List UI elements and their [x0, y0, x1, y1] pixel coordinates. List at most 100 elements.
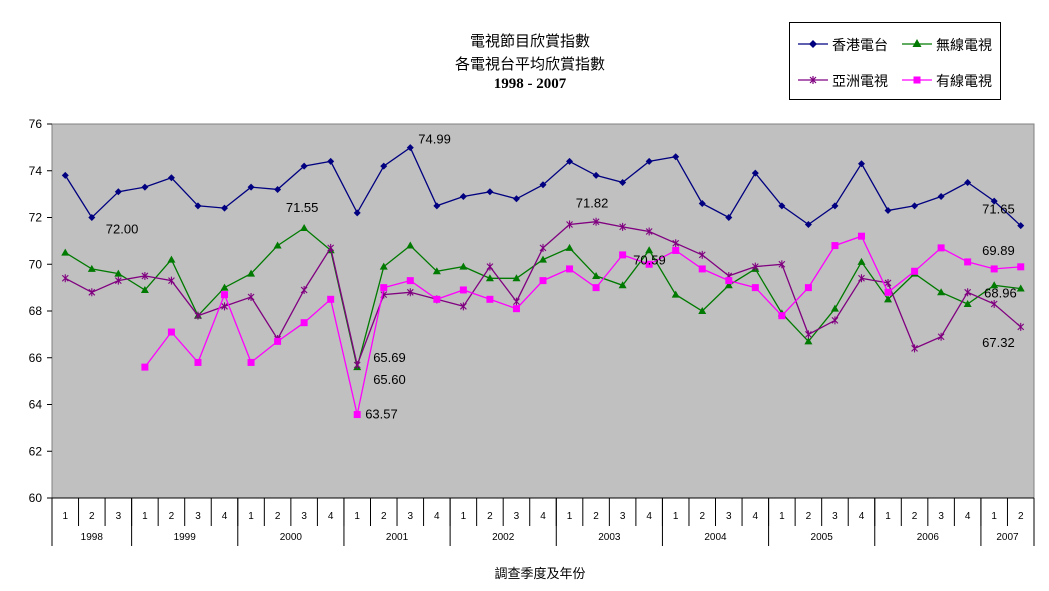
data-label: 71.55: [286, 200, 319, 215]
data-point: [911, 202, 919, 210]
data-point: [937, 332, 945, 341]
x-year-label: 2007: [996, 532, 1019, 543]
data-point: [88, 288, 96, 297]
data-point: [778, 202, 786, 210]
data-point: [724, 281, 733, 289]
data-point: [804, 284, 812, 292]
data-point: [911, 267, 919, 275]
data-point: [672, 246, 680, 254]
data-point: [858, 274, 865, 283]
data-point: [141, 271, 149, 280]
data-point: [247, 292, 255, 301]
data-point: [884, 288, 892, 296]
data-point: [751, 284, 759, 292]
x-quarter-label: 4: [540, 511, 546, 522]
x-quarter-label: 3: [514, 511, 520, 522]
data-point: [61, 171, 69, 179]
data-point: [751, 262, 759, 271]
x-year-label: 2006: [917, 532, 940, 543]
data-point: [805, 330, 812, 339]
legend-label: 無線電視: [936, 38, 992, 54]
data-label: 68.96: [984, 286, 1017, 301]
data-point: [274, 185, 282, 193]
plot-area: [51, 123, 1035, 499]
data-point: [619, 178, 627, 186]
data-point: [485, 274, 494, 282]
x-year-label: 1999: [174, 532, 197, 543]
data-point: [804, 221, 812, 229]
data-point: [645, 227, 653, 236]
x-year-label: 2005: [811, 532, 834, 543]
data-point: [433, 202, 441, 210]
data-point: [592, 171, 600, 179]
data-label: 65.69: [373, 350, 406, 365]
x-quarter-label: 2: [699, 511, 705, 522]
data-point: [937, 244, 945, 252]
data-point: [990, 265, 998, 273]
data-point: [486, 295, 494, 303]
data-point: [459, 286, 467, 294]
x-quarter-label: 4: [222, 511, 228, 522]
legend-marker-square-icon: [902, 76, 932, 84]
data-point: [937, 288, 946, 296]
data-point: [566, 157, 574, 165]
y-tick-label: 64: [29, 398, 43, 412]
data-point: [539, 243, 547, 252]
x-year-label: 2001: [386, 532, 409, 543]
data-point: [831, 316, 839, 325]
x-year-label: 2002: [492, 532, 515, 543]
legend-marker-cross-icon: [798, 76, 828, 84]
x-quarter-label: 1: [248, 511, 254, 522]
data-point: [141, 363, 149, 371]
data-point: [140, 285, 149, 293]
data-point: [778, 312, 786, 320]
y-tick-label: 62: [29, 444, 43, 458]
data-point: [247, 358, 255, 366]
data-point: [194, 202, 202, 210]
data-point: [167, 328, 175, 336]
data-point: [1017, 222, 1025, 230]
data-point: [884, 278, 892, 287]
data-label: 70.59: [633, 252, 666, 267]
x-quarter-label: 2: [912, 511, 918, 522]
data-point: [566, 220, 573, 229]
data-point: [645, 246, 654, 254]
chart-subtitle: 各電視台平均欣賞指數: [454, 55, 605, 73]
data-point: [194, 358, 202, 366]
x-quarter-label: 4: [753, 511, 759, 522]
data-point: [87, 264, 96, 272]
x-quarter-label: 2: [169, 511, 175, 522]
data-point: [672, 153, 680, 161]
data-point: [380, 284, 388, 292]
data-point: [486, 188, 494, 196]
x-quarter-label: 3: [408, 511, 414, 522]
y-tick-label: 60: [29, 491, 43, 505]
data-point: [539, 277, 547, 285]
data-point: [114, 269, 123, 277]
data-point: [406, 288, 414, 297]
x-quarter-label: 3: [832, 511, 838, 522]
y-tick-label: 66: [29, 351, 43, 365]
x-quarter-label: 1: [673, 511, 679, 522]
data-point: [114, 276, 122, 285]
x-quarter-label: 2: [89, 511, 95, 522]
data-point: [300, 224, 309, 232]
data-point: [566, 265, 574, 273]
x-quarter-label: 4: [328, 511, 334, 522]
data-label: 74.99: [418, 132, 451, 147]
data-point: [698, 265, 706, 273]
data-point: [963, 299, 972, 307]
x-quarter-label: 2: [593, 511, 599, 522]
data-point: [220, 283, 229, 291]
data-point: [778, 260, 786, 269]
data-point: [300, 319, 308, 327]
x-year-label: 2004: [704, 532, 727, 543]
x-quarter-label: 1: [142, 511, 148, 522]
data-label: 63.57: [365, 407, 398, 422]
data-point: [990, 299, 998, 308]
data-point: [247, 269, 256, 277]
data-point: [327, 295, 335, 303]
data-point: [1017, 263, 1025, 271]
data-point: [592, 217, 600, 226]
x-year-label: 2003: [598, 532, 621, 543]
